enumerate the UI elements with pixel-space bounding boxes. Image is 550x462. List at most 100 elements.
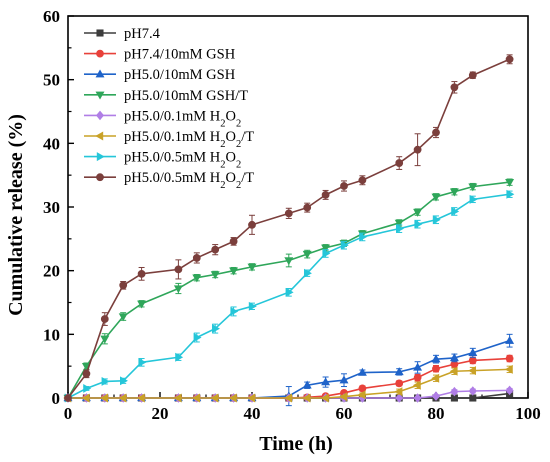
data-point (432, 364, 440, 373)
y-tick-label: 50 (43, 71, 60, 90)
data-point (468, 366, 476, 376)
y-tick-label: 10 (43, 325, 60, 344)
data-point (100, 315, 109, 323)
data-point (321, 191, 330, 199)
legend-swatch-marker (96, 152, 105, 162)
data-point (192, 274, 202, 283)
legend-text: pH5.0/10mM GSH (124, 67, 236, 83)
legend-item: pH5.0/0.5mM H2O2/T (84, 170, 254, 191)
legend-label: pH5.0/0.5mM H2O2 (124, 150, 241, 171)
legend-subscript: 2 (236, 159, 241, 170)
x-tick-label: 0 (64, 404, 73, 423)
y-tick-label: 0 (52, 389, 61, 408)
legend-text: O (226, 170, 236, 186)
legend-subscript: 2 (236, 180, 241, 191)
data-point (413, 373, 422, 382)
data-point (302, 380, 312, 389)
data-point (320, 393, 329, 403)
legend-text: /T (241, 170, 254, 186)
data-point (284, 393, 292, 403)
y-tick-label: 20 (43, 262, 60, 281)
data-point (432, 128, 440, 137)
data-point (359, 232, 368, 242)
data-point (395, 393, 404, 403)
data-point (505, 178, 515, 187)
data-point (81, 393, 90, 403)
data-point (136, 393, 145, 403)
data-point (432, 391, 440, 401)
legend-item: pH5.0/0.1mM H2O2/T (84, 129, 254, 150)
data-point (506, 189, 515, 199)
data-point (64, 394, 72, 402)
data-point (505, 55, 514, 64)
series-8 (64, 54, 514, 402)
data-point (339, 375, 349, 384)
series-7 (64, 189, 515, 403)
data-point (248, 301, 257, 311)
data-point (247, 393, 256, 403)
data-point (101, 376, 110, 386)
data-point (100, 335, 110, 344)
legend-label: pH5.0/10mM GSH (124, 67, 236, 83)
data-point (230, 306, 239, 316)
legend-item: pH5.0/10mM GSH (84, 67, 236, 83)
data-point (431, 373, 440, 383)
data-point (211, 245, 220, 254)
data-point (210, 271, 220, 280)
data-point (137, 269, 146, 278)
legend-text: pH5.0/10mM GSH/T (124, 88, 248, 104)
data-point (414, 219, 423, 229)
data-point (357, 390, 366, 400)
data-point (119, 281, 128, 290)
data-point (394, 387, 403, 397)
x-axis-title: Time (h) (259, 433, 333, 455)
legend-item: pH5.0/10mM GSH/T (84, 88, 248, 104)
data-point (394, 367, 404, 376)
data-point (174, 265, 183, 274)
data-point (284, 257, 294, 266)
legend-text: pH7.4 (124, 26, 161, 42)
series-6 (63, 364, 513, 403)
x-tick-label: 100 (515, 404, 541, 423)
legend-subscript: 2 (220, 159, 225, 170)
data-point (175, 352, 184, 362)
legend-subscript: 2 (220, 180, 225, 191)
data-point (357, 367, 367, 376)
legend-item: pH7.4 (84, 26, 161, 42)
data-point (193, 333, 202, 342)
data-point (469, 194, 478, 204)
x-tick-label: 60 (336, 404, 353, 423)
data-point (229, 237, 238, 246)
data-point (228, 393, 237, 403)
data-point (358, 384, 367, 393)
data-point (450, 83, 459, 92)
legend-label: pH5.0/0.1mM H2O2 (124, 108, 241, 128)
legend-text: O (226, 150, 236, 166)
data-point (468, 71, 477, 80)
data-point (396, 224, 404, 234)
data-point (302, 250, 312, 259)
data-point (100, 393, 108, 403)
data-point (449, 366, 458, 376)
series-layer (63, 54, 515, 407)
data-point (210, 393, 219, 403)
x-tick-label: 40 (244, 404, 261, 423)
data-point (432, 215, 441, 225)
data-point (82, 369, 91, 378)
data-point (303, 203, 312, 212)
data-point (468, 183, 478, 192)
legend-text: /T (241, 129, 254, 145)
data-point (505, 354, 514, 363)
data-point (284, 209, 293, 218)
data-point (468, 386, 477, 396)
data-point (192, 393, 200, 403)
legend-subscript: 2 (220, 139, 225, 150)
x-tick-label: 20 (152, 404, 169, 423)
data-point (339, 392, 348, 402)
legend-label: pH5.0/10mM GSH/T (124, 88, 248, 104)
legend-text: pH5.0/0.1mM H (124, 129, 221, 145)
data-point (137, 300, 147, 309)
data-point (118, 393, 127, 403)
data-point (394, 219, 404, 228)
